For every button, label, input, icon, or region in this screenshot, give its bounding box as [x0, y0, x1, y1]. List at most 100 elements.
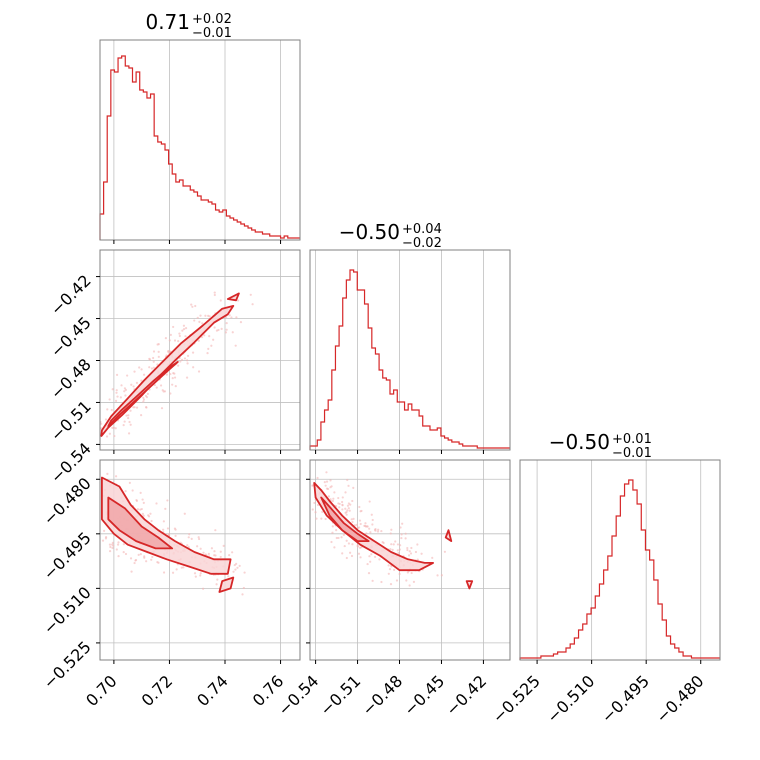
scatter-point — [94, 419, 96, 421]
scatter-point — [157, 350, 160, 353]
scatter-point — [400, 536, 403, 540]
scatter-point — [95, 507, 97, 509]
scatter-point — [178, 332, 181, 335]
scatter-point — [410, 571, 413, 575]
scatter-point — [283, 499, 285, 501]
scatter-point — [219, 555, 222, 559]
scatter-point — [130, 570, 133, 573]
scatter-point — [381, 540, 384, 544]
scatter-point — [124, 552, 128, 556]
scatter-point — [416, 558, 419, 561]
scatter-point — [98, 494, 100, 496]
contour-inner — [320, 496, 370, 542]
scatter-point — [329, 479, 332, 482]
y-tick-label: −0.510 — [40, 583, 95, 638]
scatter-point — [182, 566, 185, 569]
scatter-point — [333, 491, 336, 494]
scatter-point — [184, 335, 187, 338]
scatter-point — [148, 357, 151, 360]
x-tick-label: −0.42 — [442, 671, 490, 719]
x-tick-label: −0.510 — [543, 671, 598, 726]
scatter-point — [162, 528, 165, 531]
scatter-point — [399, 544, 402, 547]
histogram-step-line — [519, 479, 720, 660]
scatter-point — [152, 350, 156, 353]
scatter-point — [92, 514, 94, 516]
contour-inner — [107, 496, 174, 550]
scatter-point — [198, 320, 201, 323]
scatter-point — [235, 316, 238, 319]
scatter-point — [208, 335, 211, 338]
scatter-point — [313, 501, 316, 505]
scatter-point — [159, 384, 163, 387]
scatter-point — [108, 543, 112, 546]
scatter-point — [213, 291, 216, 294]
scatter-point — [227, 575, 230, 578]
scatter-point — [332, 497, 335, 500]
scatter-point — [345, 556, 348, 560]
scatter-point — [142, 501, 145, 504]
scatter-point — [366, 562, 369, 566]
scatter-point — [404, 537, 407, 540]
scatter-point — [377, 528, 380, 531]
scatter-point — [349, 503, 352, 506]
histogram-step-line — [99, 55, 300, 240]
scatter-point — [191, 305, 194, 308]
scatter-point — [111, 426, 114, 430]
x-tick-label: −0.480 — [652, 671, 707, 726]
scatter-point — [364, 522, 367, 525]
scatter-point — [406, 571, 409, 574]
scatter-point — [378, 558, 381, 561]
scatter-point — [108, 432, 111, 435]
scatter-point — [156, 343, 159, 346]
scatter-point — [128, 420, 131, 424]
scatter-point — [338, 506, 341, 509]
scatter-point — [320, 517, 323, 520]
scatter-point — [222, 544, 225, 548]
y-tick-label: −0.45 — [47, 313, 95, 361]
scatter-point — [231, 551, 234, 554]
scatter-point — [396, 543, 400, 546]
scatter-point — [167, 350, 170, 353]
scatter-point — [389, 548, 392, 551]
scatter-point — [341, 496, 344, 499]
scatter-point — [307, 504, 309, 506]
scatter-point — [236, 299, 240, 302]
scatter-point — [404, 532, 407, 535]
scatter-point — [249, 293, 252, 296]
scatter-point — [345, 539, 348, 542]
scatter-point — [169, 333, 172, 336]
scatter-point — [358, 519, 362, 522]
scatter-point — [151, 555, 154, 559]
scatter-point — [349, 551, 352, 554]
histogram-title-minus: −0.01 — [192, 26, 232, 41]
scatter-point — [166, 527, 170, 530]
scatter-point — [311, 484, 314, 487]
scatter-point — [123, 420, 126, 423]
scatter-point — [346, 478, 349, 482]
scatter-point — [394, 540, 397, 543]
scatter-point — [200, 336, 204, 339]
scatter-point — [359, 510, 362, 513]
scatter-point — [177, 340, 180, 343]
scatter-point — [204, 314, 207, 317]
scatter-point — [111, 388, 114, 391]
scatter-point — [156, 363, 159, 366]
x-tick-label: −0.495 — [598, 671, 653, 726]
scatter-point — [368, 527, 371, 530]
scatter-point — [168, 534, 171, 537]
contour-panel-row3-col2 — [283, 459, 511, 661]
scatter-point — [351, 499, 354, 503]
scatter-point — [316, 476, 319, 480]
scatter-point — [191, 351, 195, 354]
scatter-point — [370, 513, 373, 516]
scatter-point — [213, 326, 216, 329]
scatter-point — [109, 545, 112, 549]
y-tick-label: −0.495 — [40, 528, 95, 583]
scatter-point — [400, 533, 403, 536]
scatter-point — [330, 540, 333, 544]
panel-frame — [99, 39, 301, 241]
scatter-point — [160, 407, 164, 410]
histogram-step-line — [309, 269, 510, 450]
scatter-point — [356, 544, 359, 547]
